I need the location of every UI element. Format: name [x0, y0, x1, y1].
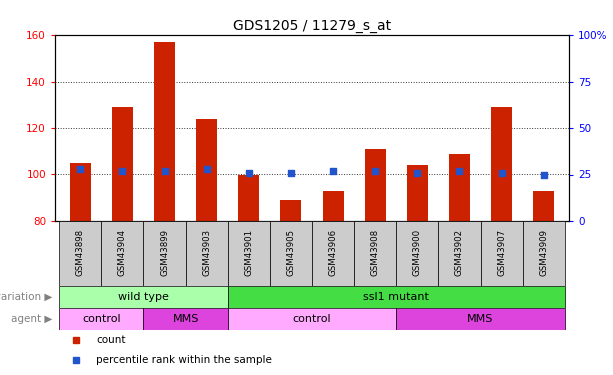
Bar [312, 221, 354, 286]
Bar [238, 174, 259, 221]
Text: GSM43905: GSM43905 [286, 229, 295, 276]
Bar [186, 221, 228, 286]
Bar [491, 107, 512, 221]
Title: GDS1205 / 11279_s_at: GDS1205 / 11279_s_at [233, 19, 391, 33]
Point [75, 166, 85, 172]
Text: control: control [292, 314, 331, 324]
Bar [59, 308, 143, 330]
Point [118, 168, 128, 174]
Bar [365, 149, 386, 221]
Text: control: control [82, 314, 121, 324]
Point [497, 170, 506, 176]
Bar [143, 308, 228, 330]
Text: genotype/variation ▶: genotype/variation ▶ [0, 292, 52, 302]
Point [244, 170, 254, 176]
Bar [228, 286, 565, 308]
Bar [396, 308, 565, 330]
Text: GSM43904: GSM43904 [118, 229, 127, 276]
Bar [228, 221, 270, 286]
Bar [280, 200, 302, 221]
Point [328, 168, 338, 174]
Text: GSM43900: GSM43900 [413, 229, 422, 276]
Text: MMS: MMS [172, 314, 199, 324]
Bar [59, 286, 228, 308]
Point [286, 170, 296, 176]
Text: GSM43909: GSM43909 [539, 229, 548, 276]
Bar [143, 221, 186, 286]
Text: agent ▶: agent ▶ [10, 314, 52, 324]
Point [159, 168, 169, 174]
Text: count: count [96, 335, 126, 345]
Text: wild type: wild type [118, 292, 169, 302]
Bar [112, 107, 133, 221]
Bar [533, 191, 554, 221]
Bar [523, 221, 565, 286]
Text: GSM43901: GSM43901 [245, 229, 253, 276]
Bar [481, 221, 523, 286]
Text: GSM43899: GSM43899 [160, 229, 169, 276]
Bar [396, 221, 438, 286]
Text: MMS: MMS [467, 314, 493, 324]
Bar [228, 308, 396, 330]
Bar [322, 191, 344, 221]
Bar [196, 119, 217, 221]
Text: percentile rank within the sample: percentile rank within the sample [96, 355, 272, 365]
Point [455, 168, 465, 174]
Text: GSM43898: GSM43898 [76, 229, 85, 276]
Bar [70, 163, 91, 221]
Point [539, 171, 549, 177]
Bar [407, 165, 428, 221]
Point [413, 170, 422, 176]
Text: GSM43906: GSM43906 [329, 229, 338, 276]
Point [202, 166, 211, 172]
Bar [270, 221, 312, 286]
Point [370, 168, 380, 174]
Bar [438, 221, 481, 286]
Bar [449, 154, 470, 221]
Bar [101, 221, 143, 286]
Text: GSM43908: GSM43908 [371, 229, 379, 276]
Bar [59, 221, 101, 286]
Text: ssl1 mutant: ssl1 mutant [364, 292, 429, 302]
Text: GSM43907: GSM43907 [497, 229, 506, 276]
Bar [354, 221, 396, 286]
Text: GSM43902: GSM43902 [455, 229, 464, 276]
Bar [154, 42, 175, 221]
Text: GSM43903: GSM43903 [202, 229, 211, 276]
